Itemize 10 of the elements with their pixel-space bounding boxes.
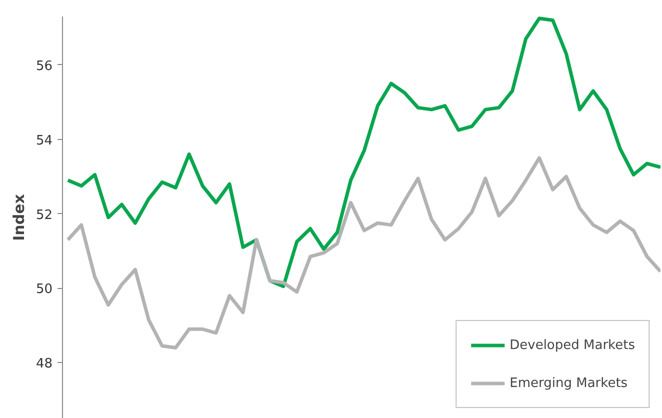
line-series [66, 156, 660, 350]
y-tick-label: 52 [36, 208, 53, 223]
y-tick-label: 56 [36, 58, 53, 74]
y-tick-label: 48 [36, 356, 53, 372]
y-tick-label: 50 [36, 282, 53, 298]
y-tick-label: 54 [36, 133, 53, 148]
y-axis-title: Index [10, 194, 28, 241]
legend-label: Emerging Markets [510, 376, 628, 390]
line-series [66, 16, 660, 288]
legend-label: Developed Markets [510, 338, 635, 352]
